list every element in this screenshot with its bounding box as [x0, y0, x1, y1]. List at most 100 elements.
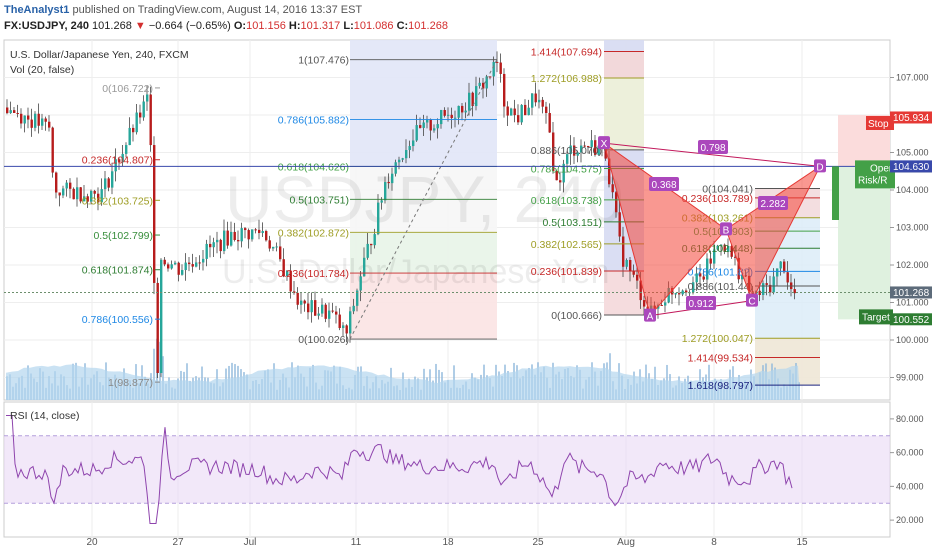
time-tick-label: 8 [711, 537, 717, 548]
close-value: 101.268 [408, 20, 448, 32]
candle [27, 115, 30, 120]
fib-far-label: 1.414(99.534) [688, 352, 753, 364]
candle [366, 243, 369, 258]
candle [706, 258, 709, 280]
rsi-line [6, 415, 793, 524]
candle [713, 249, 716, 264]
pattern-point-label: C [748, 297, 755, 308]
author-link[interactable]: TheAnalyst1 [4, 4, 70, 16]
fib-right-label: 0.5(103.151) [542, 217, 602, 229]
candle [251, 229, 254, 240]
candle [681, 290, 684, 295]
candle [188, 262, 191, 265]
time-tick-label: 20 [86, 537, 98, 548]
candle [555, 170, 558, 181]
pattern-ratio-label: 2.282 [760, 199, 785, 210]
time-tick-label: 15 [796, 537, 808, 548]
candle [699, 273, 702, 277]
price-tag-label: 104.630 [893, 162, 930, 173]
pattern-point-label: D [816, 162, 823, 173]
price-tag [890, 313, 932, 326]
candle [776, 268, 779, 277]
time-tick-label: 18 [442, 537, 454, 548]
candle [223, 230, 226, 252]
candle [489, 76, 492, 78]
candle [629, 260, 632, 272]
pattern-ratio-badge [686, 296, 716, 310]
candle [282, 259, 285, 277]
candle [286, 270, 289, 277]
candle [16, 112, 19, 114]
pattern-point-label: X [601, 139, 608, 150]
candle [230, 231, 233, 246]
candle [160, 259, 163, 374]
candle [296, 292, 299, 305]
candle [433, 128, 436, 131]
candle [632, 271, 635, 275]
candle [261, 231, 264, 234]
candle [709, 258, 712, 264]
candle [163, 259, 166, 265]
time-tick-label: 27 [172, 537, 184, 548]
price-tick-label: 104.000 [896, 185, 929, 195]
candle [118, 159, 121, 163]
candle [730, 245, 733, 257]
price-tag-label: 105.934 [893, 113, 930, 124]
fib-mid-label: 0.786(105.882) [278, 114, 349, 126]
chart-area[interactable]: USDJPY, 240 U.S. Dollar/Japanese Yen 0(1… [0, 36, 932, 550]
price-tag [890, 286, 932, 299]
candle [552, 132, 555, 171]
candle [293, 291, 296, 293]
candle [142, 101, 145, 118]
fib-right-label: 1.414(107.694) [531, 46, 602, 58]
fib-mid-label: 0.5(103.751) [289, 194, 349, 206]
candle [429, 119, 432, 131]
candle [520, 104, 523, 123]
candle [513, 108, 516, 116]
candle [111, 171, 114, 188]
candle [254, 229, 257, 231]
rsi-tick-label: 80.000 [896, 414, 924, 424]
candle [405, 150, 408, 159]
candle [13, 110, 16, 113]
candle [576, 152, 579, 156]
candle [219, 239, 222, 252]
candle [415, 125, 418, 141]
candle [636, 274, 639, 281]
candle [212, 242, 215, 248]
symbol[interactable]: FX:USDJPY, 240 [4, 20, 89, 32]
fib-left-label: 1(98.877) [108, 377, 153, 389]
candle [345, 325, 348, 334]
stop-label: Stop [868, 119, 889, 130]
fib-right-label: 0.786(104.575) [531, 163, 602, 175]
candle [139, 112, 142, 118]
candle [758, 290, 761, 296]
candle [153, 145, 156, 283]
candle [247, 230, 250, 240]
candle [615, 192, 618, 213]
candle [534, 93, 537, 103]
candle [184, 262, 187, 271]
candle [622, 236, 625, 267]
high-value: 101.317 [300, 20, 341, 32]
candle [356, 290, 359, 306]
candle [44, 118, 47, 122]
candle [671, 287, 674, 295]
candle [170, 264, 173, 269]
candle [769, 284, 772, 293]
candle [517, 115, 520, 123]
volume-bar [435, 363, 437, 400]
candle [205, 243, 208, 259]
candle [741, 275, 744, 280]
candle [492, 61, 495, 77]
candle [363, 257, 366, 277]
candle [664, 302, 667, 306]
fib-mid-label: 0.236(101.784) [278, 268, 349, 280]
candle [499, 62, 502, 74]
publish-line: TheAnalyst1 published on TradingView.com… [4, 3, 362, 17]
candle [149, 94, 152, 146]
candle [69, 182, 72, 189]
candle [342, 325, 345, 329]
candle [174, 262, 177, 265]
fib-zone-mid-red [350, 273, 497, 340]
